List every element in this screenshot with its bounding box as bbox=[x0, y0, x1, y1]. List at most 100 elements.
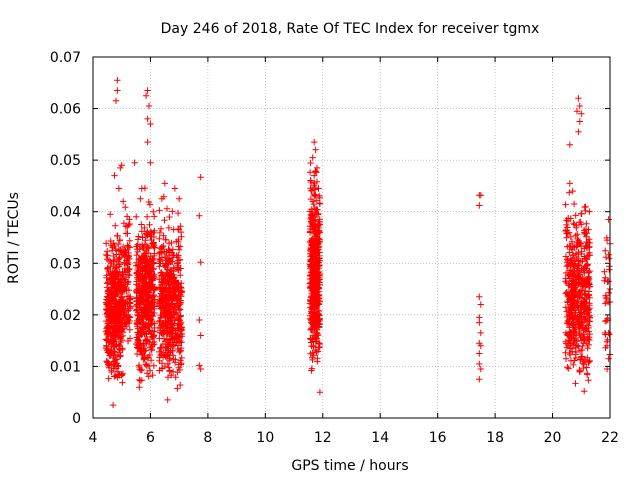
data-point-plus bbox=[177, 228, 185, 236]
data-point-plus bbox=[124, 337, 132, 345]
data-point-plus bbox=[314, 285, 321, 292]
data-point-plus bbox=[161, 180, 168, 187]
data-point-plus bbox=[162, 338, 169, 345]
data-point-plus bbox=[135, 233, 142, 240]
data-point-plus bbox=[161, 217, 168, 224]
data-point-plus bbox=[148, 299, 155, 307]
data-point-plus bbox=[142, 336, 149, 343]
data-point-plus bbox=[578, 353, 585, 361]
data-point-plus bbox=[143, 362, 151, 370]
data-point-plus bbox=[312, 167, 319, 175]
data-point-plus bbox=[134, 344, 141, 351]
data-point-plus bbox=[166, 213, 173, 221]
data-point-plus bbox=[107, 241, 115, 249]
data-point-plus bbox=[135, 344, 142, 352]
data-point-plus bbox=[122, 223, 129, 230]
data-point-plus bbox=[149, 259, 157, 266]
data-point-plus bbox=[308, 223, 315, 230]
data-point-plus bbox=[135, 261, 142, 268]
data-point-plus bbox=[145, 293, 153, 300]
data-point-plus bbox=[157, 260, 164, 267]
data-point-plus bbox=[576, 347, 584, 355]
data-point-plus bbox=[161, 312, 168, 319]
data-point-plus bbox=[139, 234, 146, 241]
data-point-plus bbox=[151, 271, 158, 278]
data-point-plus bbox=[197, 332, 204, 339]
data-point-plus bbox=[142, 323, 150, 331]
data-point-plus bbox=[113, 251, 120, 258]
data-point-plus bbox=[117, 322, 125, 329]
data-point-plus bbox=[145, 198, 152, 206]
data-point-plus bbox=[174, 209, 182, 217]
axis-ticks: 4 6 8 10 12 14 16 18 20 22 0 0.01 0.02 0.03 0.04 0.05 0.… bbox=[50, 50, 619, 446]
data-point-plus bbox=[109, 287, 116, 294]
data-point-plus bbox=[134, 311, 141, 318]
data-point-plus bbox=[581, 245, 588, 252]
data-point-plus bbox=[159, 286, 167, 293]
data-point-plus bbox=[586, 318, 593, 325]
data-point-plus bbox=[172, 374, 179, 381]
data-point-plus bbox=[313, 164, 321, 172]
data-point-plus bbox=[139, 254, 146, 261]
data-point-plus bbox=[309, 349, 316, 356]
data-point-plus bbox=[571, 221, 578, 228]
data-point-plus bbox=[110, 348, 118, 355]
data-point-plus bbox=[565, 272, 573, 279]
data-point-plus bbox=[132, 340, 140, 348]
data-point-plus bbox=[310, 303, 317, 310]
data-point-plus bbox=[316, 216, 323, 223]
data-point-plus bbox=[122, 230, 130, 237]
data-point-plus bbox=[113, 281, 120, 288]
data-point-plus bbox=[585, 244, 593, 251]
data-point-plus bbox=[120, 309, 127, 316]
data-point-plus bbox=[104, 252, 111, 259]
data-point-plus bbox=[567, 233, 574, 241]
data-point-plus bbox=[177, 381, 184, 389]
data-point-plus bbox=[115, 255, 123, 262]
data-point-plus bbox=[309, 226, 317, 233]
data-point-plus bbox=[103, 317, 110, 325]
data-point-plus bbox=[103, 251, 110, 259]
data-point-plus bbox=[165, 364, 173, 371]
data-point-plus bbox=[477, 301, 484, 308]
data-point-plus bbox=[141, 250, 148, 257]
data-point-plus bbox=[103, 342, 110, 349]
data-point-plus bbox=[575, 273, 582, 280]
data-point-plus bbox=[605, 355, 612, 362]
data-point-plus bbox=[307, 253, 314, 260]
data-point-plus bbox=[606, 255, 613, 262]
data-point-plus bbox=[104, 279, 112, 287]
x-tick-label: 22 bbox=[601, 430, 619, 446]
data-point-plus bbox=[164, 360, 171, 368]
data-point-plus bbox=[173, 252, 180, 259]
data-point-plus bbox=[315, 210, 322, 217]
data-point-plus bbox=[568, 246, 576, 253]
y-tick-label: 0.03 bbox=[50, 256, 81, 272]
data-point-plus bbox=[578, 110, 585, 117]
data-point-plus bbox=[143, 230, 150, 237]
data-point-plus bbox=[112, 356, 119, 363]
data-point-plus bbox=[141, 331, 148, 338]
data-point-plus bbox=[583, 220, 590, 227]
data-point-plus bbox=[116, 254, 123, 261]
data-point-plus bbox=[477, 192, 484, 199]
data-point-plus bbox=[108, 247, 116, 254]
data-point-plus bbox=[119, 379, 126, 386]
data-point-plus bbox=[565, 304, 572, 311]
data-point-plus bbox=[123, 213, 131, 220]
data-point-plus bbox=[197, 365, 204, 373]
data-point-plus bbox=[316, 200, 324, 207]
data-point-plus bbox=[567, 329, 574, 336]
data-point-plus bbox=[576, 219, 583, 226]
data-point-plus bbox=[586, 334, 593, 341]
data-point-plus bbox=[583, 230, 591, 237]
data-point-plus bbox=[116, 342, 124, 350]
data-point-plus bbox=[123, 299, 131, 306]
data-point-plus bbox=[476, 350, 483, 357]
data-point-plus bbox=[581, 299, 589, 306]
data-point-plus bbox=[313, 178, 321, 185]
data-point-plus bbox=[574, 255, 582, 263]
data-point-plus bbox=[476, 293, 483, 300]
data-point-plus bbox=[172, 303, 179, 310]
data-point-plus bbox=[572, 354, 579, 362]
